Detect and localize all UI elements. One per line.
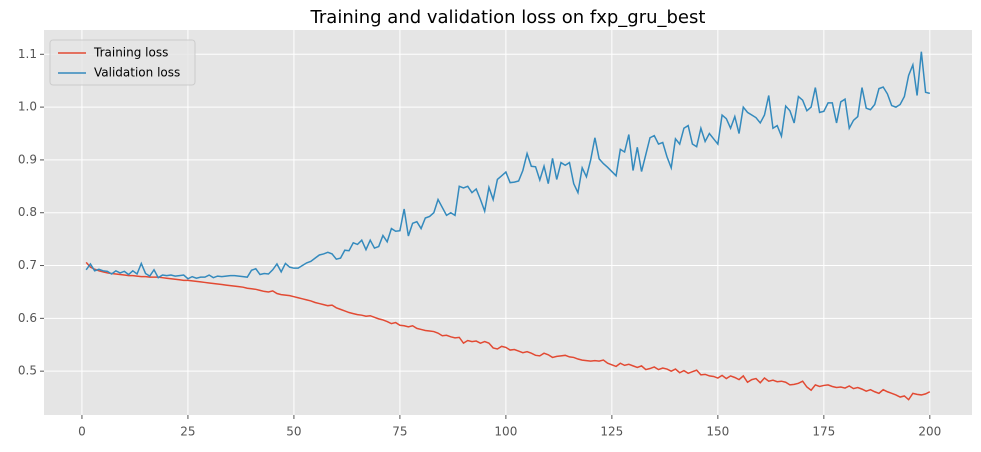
x-tick-label: 100 [494, 425, 517, 439]
y-tick-label: 1.0 [18, 100, 37, 114]
x-tick-label: 200 [918, 425, 941, 439]
x-tick-label: 0 [78, 425, 86, 439]
y-tick-label: 0.7 [18, 258, 37, 272]
y-tick-label: 0.9 [18, 152, 37, 166]
y-tick-label: 0.8 [18, 205, 37, 219]
y-tick-label: 1.1 [18, 47, 37, 61]
legend-box [49, 39, 196, 86]
y-tick-label: 0.5 [18, 364, 37, 378]
x-tick-label: 25 [180, 425, 195, 439]
line [85, 51, 931, 280]
line [85, 261, 931, 401]
chart-title: Training and validation loss on fxp_gru_… [310, 7, 706, 28]
legend-label: Training loss [93, 46, 168, 60]
x-tick-label: 175 [812, 425, 835, 439]
plot-area [44, 30, 972, 415]
x-tick-label: 150 [706, 425, 729, 439]
x-tick-label: 125 [600, 425, 623, 439]
x-tick-label: 50 [286, 425, 301, 439]
x-tick-label: 75 [392, 425, 407, 439]
legend-label: Validation loss [94, 66, 180, 80]
y-tick-label: 0.6 [18, 311, 37, 325]
